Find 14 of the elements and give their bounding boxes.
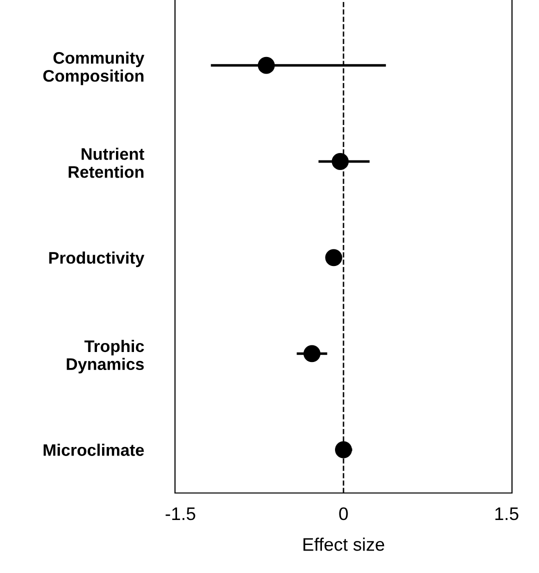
point — [303, 345, 320, 362]
x-tick-label: 0 — [339, 507, 348, 520]
x-tick-label: -1.5 — [166, 508, 196, 520]
point — [332, 152, 349, 170]
point — [334, 441, 352, 458]
point — [325, 249, 342, 266]
y-tick-label: Trophic Dynamics — [66, 340, 144, 374]
y-tick-label: Nutrient Retention — [68, 148, 144, 178]
point — [258, 56, 275, 74]
y-tick-label: Microclimate — [44, 444, 144, 456]
x-tick-label: 1.5 — [495, 508, 518, 520]
y-tick-label: Community Composition — [43, 52, 144, 86]
y-tick-label: Productivity — [49, 252, 144, 268]
x-axis-title: Effect size — [303, 538, 384, 551]
